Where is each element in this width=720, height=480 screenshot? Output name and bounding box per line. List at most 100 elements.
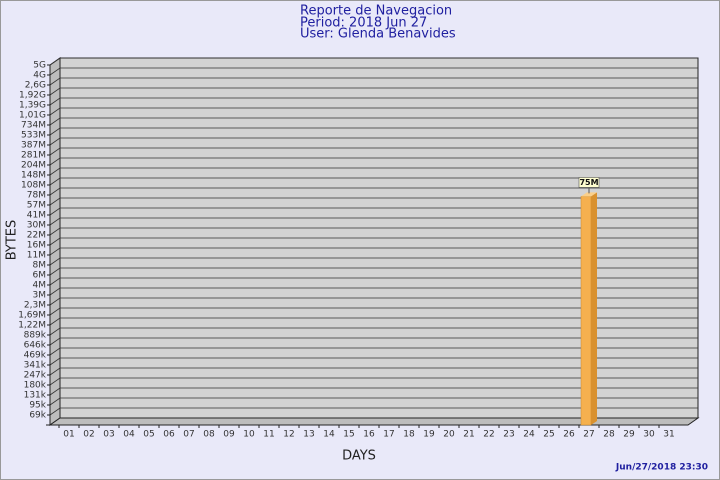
bar — [580, 196, 592, 426]
y-tick-label: 1,22M — [18, 321, 46, 331]
y-tick-label: 889k — [24, 331, 47, 341]
y-tick-label: 41M — [27, 211, 46, 221]
y-tick-label: 646k — [24, 341, 47, 351]
x-tick-label: 25 — [543, 430, 554, 440]
y-tick-label: 247k — [24, 371, 47, 381]
grid-line — [49, 217, 698, 226]
x-tick-label: 21 — [463, 430, 474, 440]
grid-line — [49, 327, 698, 336]
x-axis-label: DAYS — [342, 449, 376, 464]
y-tick-label: 16M — [27, 241, 46, 251]
y-tick-label: 533M — [21, 131, 46, 141]
y-tick-label: 469k — [24, 351, 47, 361]
bar-side — [591, 192, 597, 425]
x-tick-label: 22 — [483, 430, 494, 440]
x-tick-label: 24 — [523, 430, 535, 440]
grid-line — [49, 377, 698, 386]
grid-line — [49, 307, 698, 316]
y-tick-label: 281M — [21, 151, 46, 161]
x-tick-label: 05 — [143, 430, 154, 440]
x-tick-label: 12 — [283, 430, 294, 440]
x-tick-label: 19 — [423, 430, 435, 440]
y-tick-label: 6M — [33, 271, 47, 281]
x-tick-label: 14 — [323, 430, 335, 440]
grid-line — [49, 317, 698, 326]
grid-line — [49, 257, 698, 266]
footer-timestamp: Jun/27/2018 23:30 — [615, 463, 708, 473]
y-tick-label: 22M — [27, 231, 46, 241]
grid-line — [49, 77, 698, 86]
grid-line — [49, 117, 698, 126]
y-tick-label: 95k — [29, 401, 46, 411]
y-tick-label: 3M — [33, 291, 47, 301]
chart-subtitle: Period: 2018 Jun 27 — [300, 16, 427, 31]
grid-line — [49, 207, 698, 216]
plot-floor — [48, 417, 700, 426]
chart-subtitle: User: Glenda Benavides — [300, 27, 456, 42]
x-tick-label: 23 — [503, 430, 514, 440]
y-tick-label: 1,69M — [18, 311, 46, 321]
y-tick-label: 108M — [21, 181, 46, 191]
grid-line — [49, 397, 698, 406]
y-tick-label: 148M — [21, 171, 46, 181]
x-tick-label: 07 — [183, 430, 194, 440]
grid-line — [49, 147, 698, 156]
y-tick-label: 11M — [27, 251, 46, 261]
grid-line — [49, 347, 698, 356]
grid-line — [49, 247, 698, 256]
grid-line — [49, 287, 698, 296]
x-tick-label: 31 — [663, 430, 674, 440]
x-tick-label: 17 — [383, 430, 394, 440]
y-tick-label: 131k — [24, 391, 47, 401]
grid-line — [49, 297, 698, 306]
x-tick-label: 18 — [403, 430, 415, 440]
grid-line — [49, 157, 698, 166]
x-tick-label: 28 — [603, 430, 615, 440]
y-tick-label: 1,01G — [19, 111, 46, 121]
grid-line — [49, 277, 698, 286]
x-tick-label: 03 — [103, 430, 114, 440]
grid-line — [49, 187, 698, 196]
y-tick-label: 734M — [21, 121, 46, 131]
x-tick-label: 09 — [223, 430, 235, 440]
y-tick-label: 8M — [33, 261, 47, 271]
grid-line — [49, 357, 698, 366]
grid-line — [49, 267, 698, 276]
y-tick-label: 57M — [27, 201, 46, 211]
grid-line — [49, 197, 698, 206]
x-tick-label: 01 — [63, 430, 74, 440]
value-label: 75M — [579, 178, 598, 187]
y-tick-label: 5G — [33, 61, 46, 71]
x-tick-label: 08 — [203, 430, 215, 440]
y-tick-label: 69k — [29, 411, 46, 421]
x-tick-label: 29 — [623, 430, 635, 440]
y-tick-label: 180k — [24, 381, 47, 391]
x-tick-label: 20 — [443, 430, 455, 440]
y-tick-label: 78M — [27, 191, 46, 201]
x-tick-label: 26 — [563, 430, 575, 440]
chart-title: Reporte de Navegacion — [300, 4, 452, 19]
grid-line — [49, 127, 698, 136]
y-tick-label: 387M — [21, 141, 46, 151]
x-tick-label: 04 — [123, 430, 135, 440]
grid-line — [49, 87, 698, 96]
bar-top — [581, 192, 597, 197]
x-tick-label: 27 — [583, 430, 594, 440]
x-tick-label: 13 — [303, 430, 314, 440]
y-tick-label: 30M — [27, 221, 46, 231]
y-tick-label: 204M — [21, 161, 46, 171]
x-tick-label: 06 — [163, 430, 175, 440]
grid-line — [49, 57, 698, 66]
x-tick-label: 16 — [363, 430, 375, 440]
y-tick-label: 4M — [33, 281, 47, 291]
grid-line — [49, 237, 698, 246]
grid-line — [49, 97, 698, 106]
grid-line — [49, 337, 698, 346]
grid-line — [49, 167, 698, 176]
x-tick-label: 30 — [643, 430, 655, 440]
y-tick-label: 2,6G — [25, 81, 46, 91]
grid-line — [49, 137, 698, 146]
x-tick-label: 02 — [83, 430, 94, 440]
grid-line — [49, 107, 698, 116]
